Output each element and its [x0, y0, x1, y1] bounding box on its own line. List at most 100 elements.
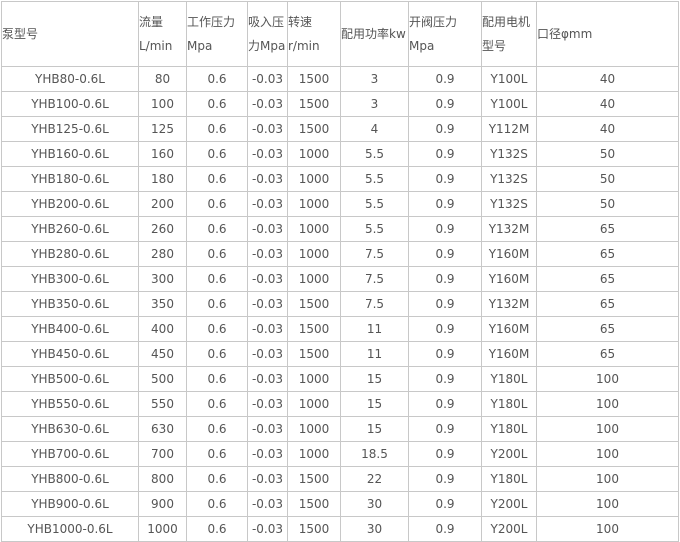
cell-power: 7.5: [340, 266, 409, 292]
table-row: YHB100-0.6L 100 0.6 -0.03 1500 3 0.9 Y100L 40: [1, 91, 679, 117]
cell-power: 30: [340, 491, 409, 517]
cell-valve-pressure: 0.9: [408, 141, 482, 167]
cell-speed: 1000: [287, 416, 341, 442]
cell-model: YHB180-0.6L: [1, 166, 139, 192]
cell-suction-pressure: -0.03: [247, 391, 288, 417]
header-valve-pressure: 开阀压力 Mpa: [408, 1, 482, 67]
cell-diameter: 65: [536, 241, 679, 267]
table-row: YHB900-0.6L 900 0.6 -0.03 1500 30 0.9 Y200L 100: [1, 491, 679, 517]
cell-diameter: 50: [536, 141, 679, 167]
cell-working-pressure: 0.6: [186, 91, 248, 117]
cell-suction-pressure: -0.03: [247, 341, 288, 367]
cell-speed: 1000: [287, 241, 341, 267]
cell-valve-pressure: 0.9: [408, 241, 482, 267]
cell-speed: 1500: [287, 291, 341, 317]
cell-valve-pressure: 0.9: [408, 441, 482, 467]
cell-motor-model: Y132M: [481, 291, 537, 317]
cell-valve-pressure: 0.9: [408, 466, 482, 492]
cell-motor-model: Y132S: [481, 191, 537, 217]
cell-flow: 100: [138, 91, 187, 117]
table-row: YHB350-0.6L 350 0.6 -0.03 1500 7.5 0.9 Y132M 65: [1, 291, 679, 317]
table-row: YHB300-0.6L 300 0.6 -0.03 1000 7.5 0.9 Y160M 65: [1, 266, 679, 292]
cell-model: YHB630-0.6L: [1, 416, 139, 442]
cell-flow: 450: [138, 341, 187, 367]
cell-power: 7.5: [340, 291, 409, 317]
cell-diameter: 40: [536, 91, 679, 117]
cell-flow: 80: [138, 66, 187, 92]
cell-valve-pressure: 0.9: [408, 191, 482, 217]
cell-speed: 1500: [287, 516, 341, 542]
cell-diameter: 100: [536, 441, 679, 467]
cell-working-pressure: 0.6: [186, 491, 248, 517]
cell-working-pressure: 0.6: [186, 166, 248, 192]
cell-speed: 1500: [287, 466, 341, 492]
cell-suction-pressure: -0.03: [247, 291, 288, 317]
cell-speed: 1000: [287, 266, 341, 292]
table-row: YHB400-0.6L 400 0.6 -0.03 1500 11 0.9 Y160M 65: [1, 316, 679, 342]
cell-model: YHB260-0.6L: [1, 216, 139, 242]
cell-power: 5.5: [340, 191, 409, 217]
cell-model: YHB550-0.6L: [1, 391, 139, 417]
cell-model: YHB300-0.6L: [1, 266, 139, 292]
cell-suction-pressure: -0.03: [247, 241, 288, 267]
cell-motor-model: Y112M: [481, 116, 537, 142]
cell-speed: 1000: [287, 166, 341, 192]
cell-model: YHB900-0.6L: [1, 491, 139, 517]
cell-motor-model: Y132M: [481, 216, 537, 242]
cell-motor-model: Y180L: [481, 366, 537, 392]
table-row: YHB280-0.6L 280 0.6 -0.03 1000 7.5 0.9 Y160M 65: [1, 241, 679, 267]
cell-working-pressure: 0.6: [186, 116, 248, 142]
cell-power: 22: [340, 466, 409, 492]
cell-working-pressure: 0.6: [186, 516, 248, 542]
cell-working-pressure: 0.6: [186, 366, 248, 392]
cell-motor-model: Y100L: [481, 66, 537, 92]
cell-suction-pressure: -0.03: [247, 141, 288, 167]
cell-model: YHB100-0.6L: [1, 91, 139, 117]
cell-flow: 630: [138, 416, 187, 442]
cell-model: YHB700-0.6L: [1, 441, 139, 467]
cell-speed: 1500: [287, 91, 341, 117]
header-text: 配用功率kw: [341, 27, 406, 41]
table-row: YHB450-0.6L 450 0.6 -0.03 1500 11 0.9 Y160M 65: [1, 341, 679, 367]
cell-flow: 1000: [138, 516, 187, 542]
cell-working-pressure: 0.6: [186, 416, 248, 442]
header-text: Mpa: [409, 39, 435, 53]
header-diameter: 口径φmm: [536, 1, 679, 67]
cell-valve-pressure: 0.9: [408, 116, 482, 142]
cell-motor-model: Y100L: [481, 91, 537, 117]
cell-suction-pressure: -0.03: [247, 516, 288, 542]
cell-diameter: 40: [536, 116, 679, 142]
cell-diameter: 100: [536, 491, 679, 517]
cell-model: YHB800-0.6L: [1, 466, 139, 492]
cell-working-pressure: 0.6: [186, 291, 248, 317]
cell-working-pressure: 0.6: [186, 216, 248, 242]
cell-working-pressure: 0.6: [186, 316, 248, 342]
cell-diameter: 100: [536, 391, 679, 417]
cell-diameter: 65: [536, 216, 679, 242]
table-row: YHB260-0.6L 260 0.6 -0.03 1000 5.5 0.9 Y132M 65: [1, 216, 679, 242]
cell-model: YHB450-0.6L: [1, 341, 139, 367]
header-motor-model: 配用电机 型号: [481, 1, 537, 67]
cell-suction-pressure: -0.03: [247, 416, 288, 442]
cell-motor-model: Y180L: [481, 416, 537, 442]
cell-working-pressure: 0.6: [186, 441, 248, 467]
cell-flow: 500: [138, 366, 187, 392]
cell-flow: 700: [138, 441, 187, 467]
table-row: YHB160-0.6L 160 0.6 -0.03 1000 5.5 0.9 Y132S 50: [1, 141, 679, 167]
cell-diameter: 100: [536, 366, 679, 392]
header-text: 吸入压: [248, 15, 285, 29]
header-text: 泵型号: [2, 27, 39, 41]
cell-model: YHB280-0.6L: [1, 241, 139, 267]
cell-flow: 280: [138, 241, 187, 267]
cell-motor-model: Y132S: [481, 141, 537, 167]
cell-diameter: 65: [536, 266, 679, 292]
header-flow: 流量 L/min: [138, 1, 187, 67]
header-row: 泵型号 流量 L/min 工作压力 Mpa 吸入压 力Mpa 转速 r/min 配用功率kw 开阀压…: [1, 1, 679, 67]
table-row: YHB1000-0.6L 1000 0.6 -0.03 1500 30 0.9 Y200L 10…: [1, 516, 679, 542]
cell-power: 15: [340, 366, 409, 392]
cell-diameter: 100: [536, 516, 679, 542]
cell-power: 11: [340, 341, 409, 367]
cell-power: 30: [340, 516, 409, 542]
cell-motor-model: Y160M: [481, 266, 537, 292]
cell-model: YHB1000-0.6L: [1, 516, 139, 542]
